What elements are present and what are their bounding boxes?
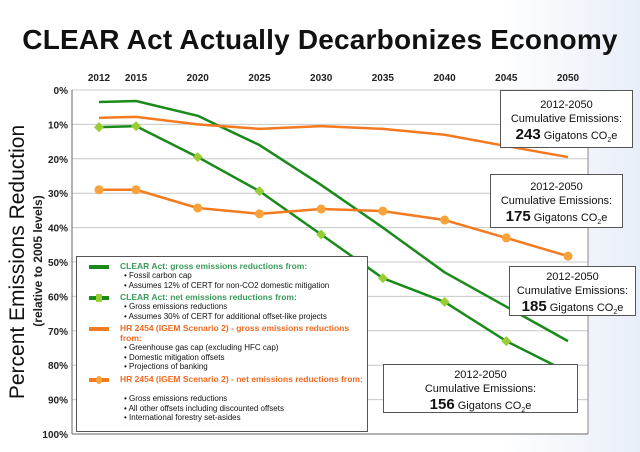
legend-swatch — [89, 265, 109, 269]
callout-unit-suffix: e — [617, 302, 624, 314]
callout-unit: Gigatons CO — [549, 302, 614, 314]
legend-swatch — [89, 327, 109, 331]
data-point — [501, 233, 511, 243]
x-tick-label: 2035 — [372, 73, 395, 84]
callout-unit-sub: 2 — [607, 137, 612, 145]
callout-unit: Gigatons CO — [543, 130, 608, 142]
callout-period: 2012-2050 — [546, 271, 599, 283]
data-point — [439, 296, 450, 307]
callout-value: 185 — [521, 298, 547, 315]
legend-bullet: • Gross emissions reductions — [124, 394, 228, 403]
legend-marker — [96, 376, 102, 384]
y-tick-label: 20% — [48, 155, 68, 166]
x-tick-label: 2045 — [495, 73, 518, 84]
callout-period: 2012-2050 — [454, 368, 507, 381]
y-tick-label: 80% — [48, 361, 68, 372]
callout-value: 175 — [505, 208, 531, 225]
callout-value: 156 — [429, 395, 455, 413]
legend-title: HR 2454 (IGEM Scenario 2) - gross emissi… — [120, 323, 350, 343]
data-point — [378, 206, 388, 216]
callout-unit-suffix: e — [611, 130, 618, 142]
x-tick-label: 2050 — [557, 73, 580, 84]
data-point — [193, 203, 203, 213]
legend-swatch — [89, 294, 109, 302]
callout-unit: Gigatons CO — [457, 399, 522, 412]
data-point — [254, 186, 265, 197]
legend-bullets: • Greenhouse gas cap (excluding HFC cap)… — [124, 343, 278, 372]
legend-bullet: • Domestic mitigation offsets — [124, 352, 225, 362]
callout-unit-sub: 2 — [597, 219, 602, 227]
data-point — [192, 152, 203, 163]
callout-unit-sub: 2 — [521, 406, 526, 414]
callout-unit-sub: 2 — [613, 309, 618, 317]
cumulative-emissions-callout: 2012-2050 Cumulative Emissions: 243 Giga… — [500, 90, 633, 148]
legend-bullets: • Fossil carbon cap • Assumes 12% of CERT… — [124, 271, 329, 290]
callout-value-line: 175 Gigatons CO2e — [495, 208, 618, 230]
callout-value-line: 185 Gigatons CO2e — [514, 298, 631, 320]
cumulative-emissions-callout: 2012-2050 Cumulative Emissions: 156 Giga… — [383, 364, 578, 414]
data-point — [377, 273, 388, 284]
legend-bullet: • International forestry set-asides — [124, 413, 241, 422]
data-point — [254, 209, 264, 219]
legend-bullet: • Assumes 30% of CERT for additional off… — [124, 311, 327, 321]
callout-period: 2012-2050 — [530, 181, 583, 193]
callout-label: Cumulative Emissions: — [516, 285, 629, 297]
callout-label: Cumulative Emissions: — [510, 113, 623, 125]
legend-bullet: • Assumes 12% of CERT for non-CO2 domest… — [124, 280, 330, 290]
legend-bullet: • Projections of banking — [124, 362, 208, 371]
callout-label: Cumulative Emissions: — [424, 382, 537, 395]
y-tick-label: 70% — [48, 327, 68, 338]
legend-bullets: • Gross emissions reductions • All other … — [124, 394, 284, 423]
x-tick-label: 2030 — [310, 73, 333, 84]
callout-value-line: 156 Gigatons CO2e — [388, 395, 573, 418]
callout-value: 243 — [515, 126, 541, 143]
series-line-0 — [98, 99, 569, 343]
legend-bullet: • Fossil carbon cap — [124, 271, 192, 280]
y-tick-label: 60% — [48, 292, 68, 303]
callout-unit-suffix: e — [601, 212, 608, 224]
legend-swatch — [89, 376, 109, 384]
data-point — [316, 229, 327, 240]
legend-bullet: • Greenhouse gas cap (excluding HFC cap) — [124, 343, 279, 352]
legend-title: HR 2454 (IGEM Scenario 2) - net emission… — [120, 374, 363, 384]
x-tick-label: 2040 — [433, 73, 456, 84]
callout-value-line: 243 Gigatons CO2e — [505, 126, 628, 148]
data-point — [501, 336, 512, 347]
legend: CLEAR Act: gross emissions reductions fr… — [76, 256, 368, 432]
data-point — [440, 215, 450, 225]
y-tick-label: 10% — [48, 120, 68, 131]
y-tick-label: 100% — [42, 430, 68, 441]
data-point — [131, 185, 141, 195]
data-point — [131, 121, 142, 132]
x-tick-label: 2020 — [187, 73, 210, 84]
legend-marker — [96, 294, 102, 302]
data-point — [563, 251, 573, 261]
data-point — [316, 204, 326, 214]
callout-unit-suffix: e — [525, 399, 532, 412]
cumulative-emissions-callout: 2012-2050 Cumulative Emissions: 185 Giga… — [509, 266, 636, 316]
data-point — [94, 122, 104, 133]
x-tick-label: 2015 — [125, 73, 148, 84]
y-tick-label: 0% — [54, 86, 69, 97]
data-point — [94, 185, 104, 195]
legend-title: CLEAR Act: net emissions reductions from… — [120, 292, 297, 302]
legend-bullet: • All other offsets including discounted… — [124, 403, 284, 413]
legend-bullet: • Gross emissions reductions — [124, 302, 228, 311]
callout-unit: Gigatons CO — [533, 212, 598, 224]
y-tick-label: 90% — [48, 396, 68, 407]
y-tick-label: 40% — [48, 224, 68, 235]
callout-label: Cumulative Emissions: — [500, 195, 613, 207]
y-tick-label: 30% — [48, 189, 68, 200]
callout-period: 2012-2050 — [540, 99, 593, 111]
series-line-2 — [98, 115, 569, 159]
cumulative-emissions-callout: 2012-2050 Cumulative Emissions: 175 Giga… — [490, 174, 623, 228]
chart-title: CLEAR Act Actually Decarbonizes Economy — [22, 24, 618, 55]
y-tick-label: 50% — [48, 258, 68, 269]
x-tick-label: 2012 — [88, 73, 111, 84]
legend-title: CLEAR Act: gross emissions reductions fr… — [120, 261, 308, 271]
legend-bullets: • Gross emissions reductions • Assumes 30… — [124, 302, 327, 321]
x-tick-label: 2025 — [248, 73, 271, 84]
